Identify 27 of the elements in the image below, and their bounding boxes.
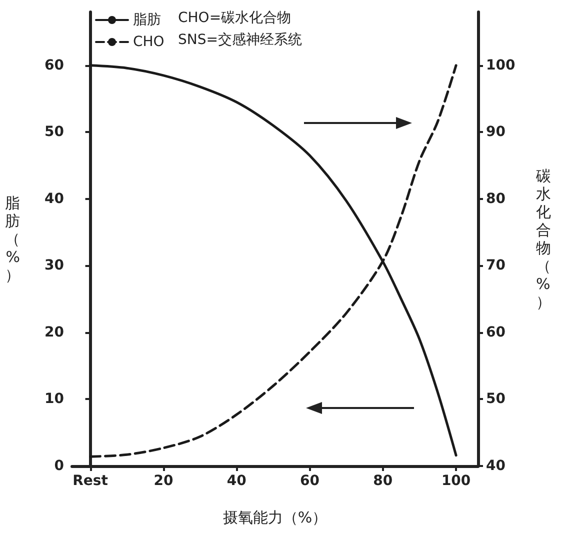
y-tick-label: 20 — [44, 324, 64, 340]
y-tick-label: 50 — [44, 124, 64, 140]
x-tick-label: 100 — [441, 473, 471, 489]
y2-tick-label: 60 — [486, 324, 506, 340]
y-tick-label: 40 — [44, 190, 64, 207]
x-axis-title: 摄氧能力（%） — [222, 508, 328, 526]
x-tick-label: Rest — [72, 473, 108, 489]
legend-label: CHO — [133, 34, 164, 50]
y2-tick-label: 50 — [486, 391, 506, 408]
x-tick-label: 60 — [300, 473, 320, 489]
y2-tick-label: 40 — [486, 458, 506, 474]
y-tick-label: 10 — [44, 391, 64, 408]
y-tick-label: 0 — [54, 458, 64, 474]
y2-axis-title: 碳水化合物（%） — [535, 167, 551, 311]
y2-tick-label: 100 — [486, 57, 516, 74]
x-tick-label: 20 — [154, 473, 174, 489]
y-tick-label: 30 — [44, 258, 64, 274]
annotation: CHO=碳水化合物 — [178, 10, 292, 26]
legend-label: 脂肪 — [133, 12, 161, 28]
y-tick-label: 60 — [44, 57, 64, 74]
annotation: SNS=交感神经系统 — [178, 32, 302, 48]
y2-tick-label: 70 — [486, 258, 506, 274]
y2-tick-label: 90 — [486, 124, 506, 140]
y2-tick-label: 80 — [486, 190, 506, 207]
y-axis-title: 脂肪（%） — [5, 194, 20, 284]
x-tick-label: 40 — [226, 473, 247, 489]
x-tick-label: 80 — [373, 473, 393, 489]
